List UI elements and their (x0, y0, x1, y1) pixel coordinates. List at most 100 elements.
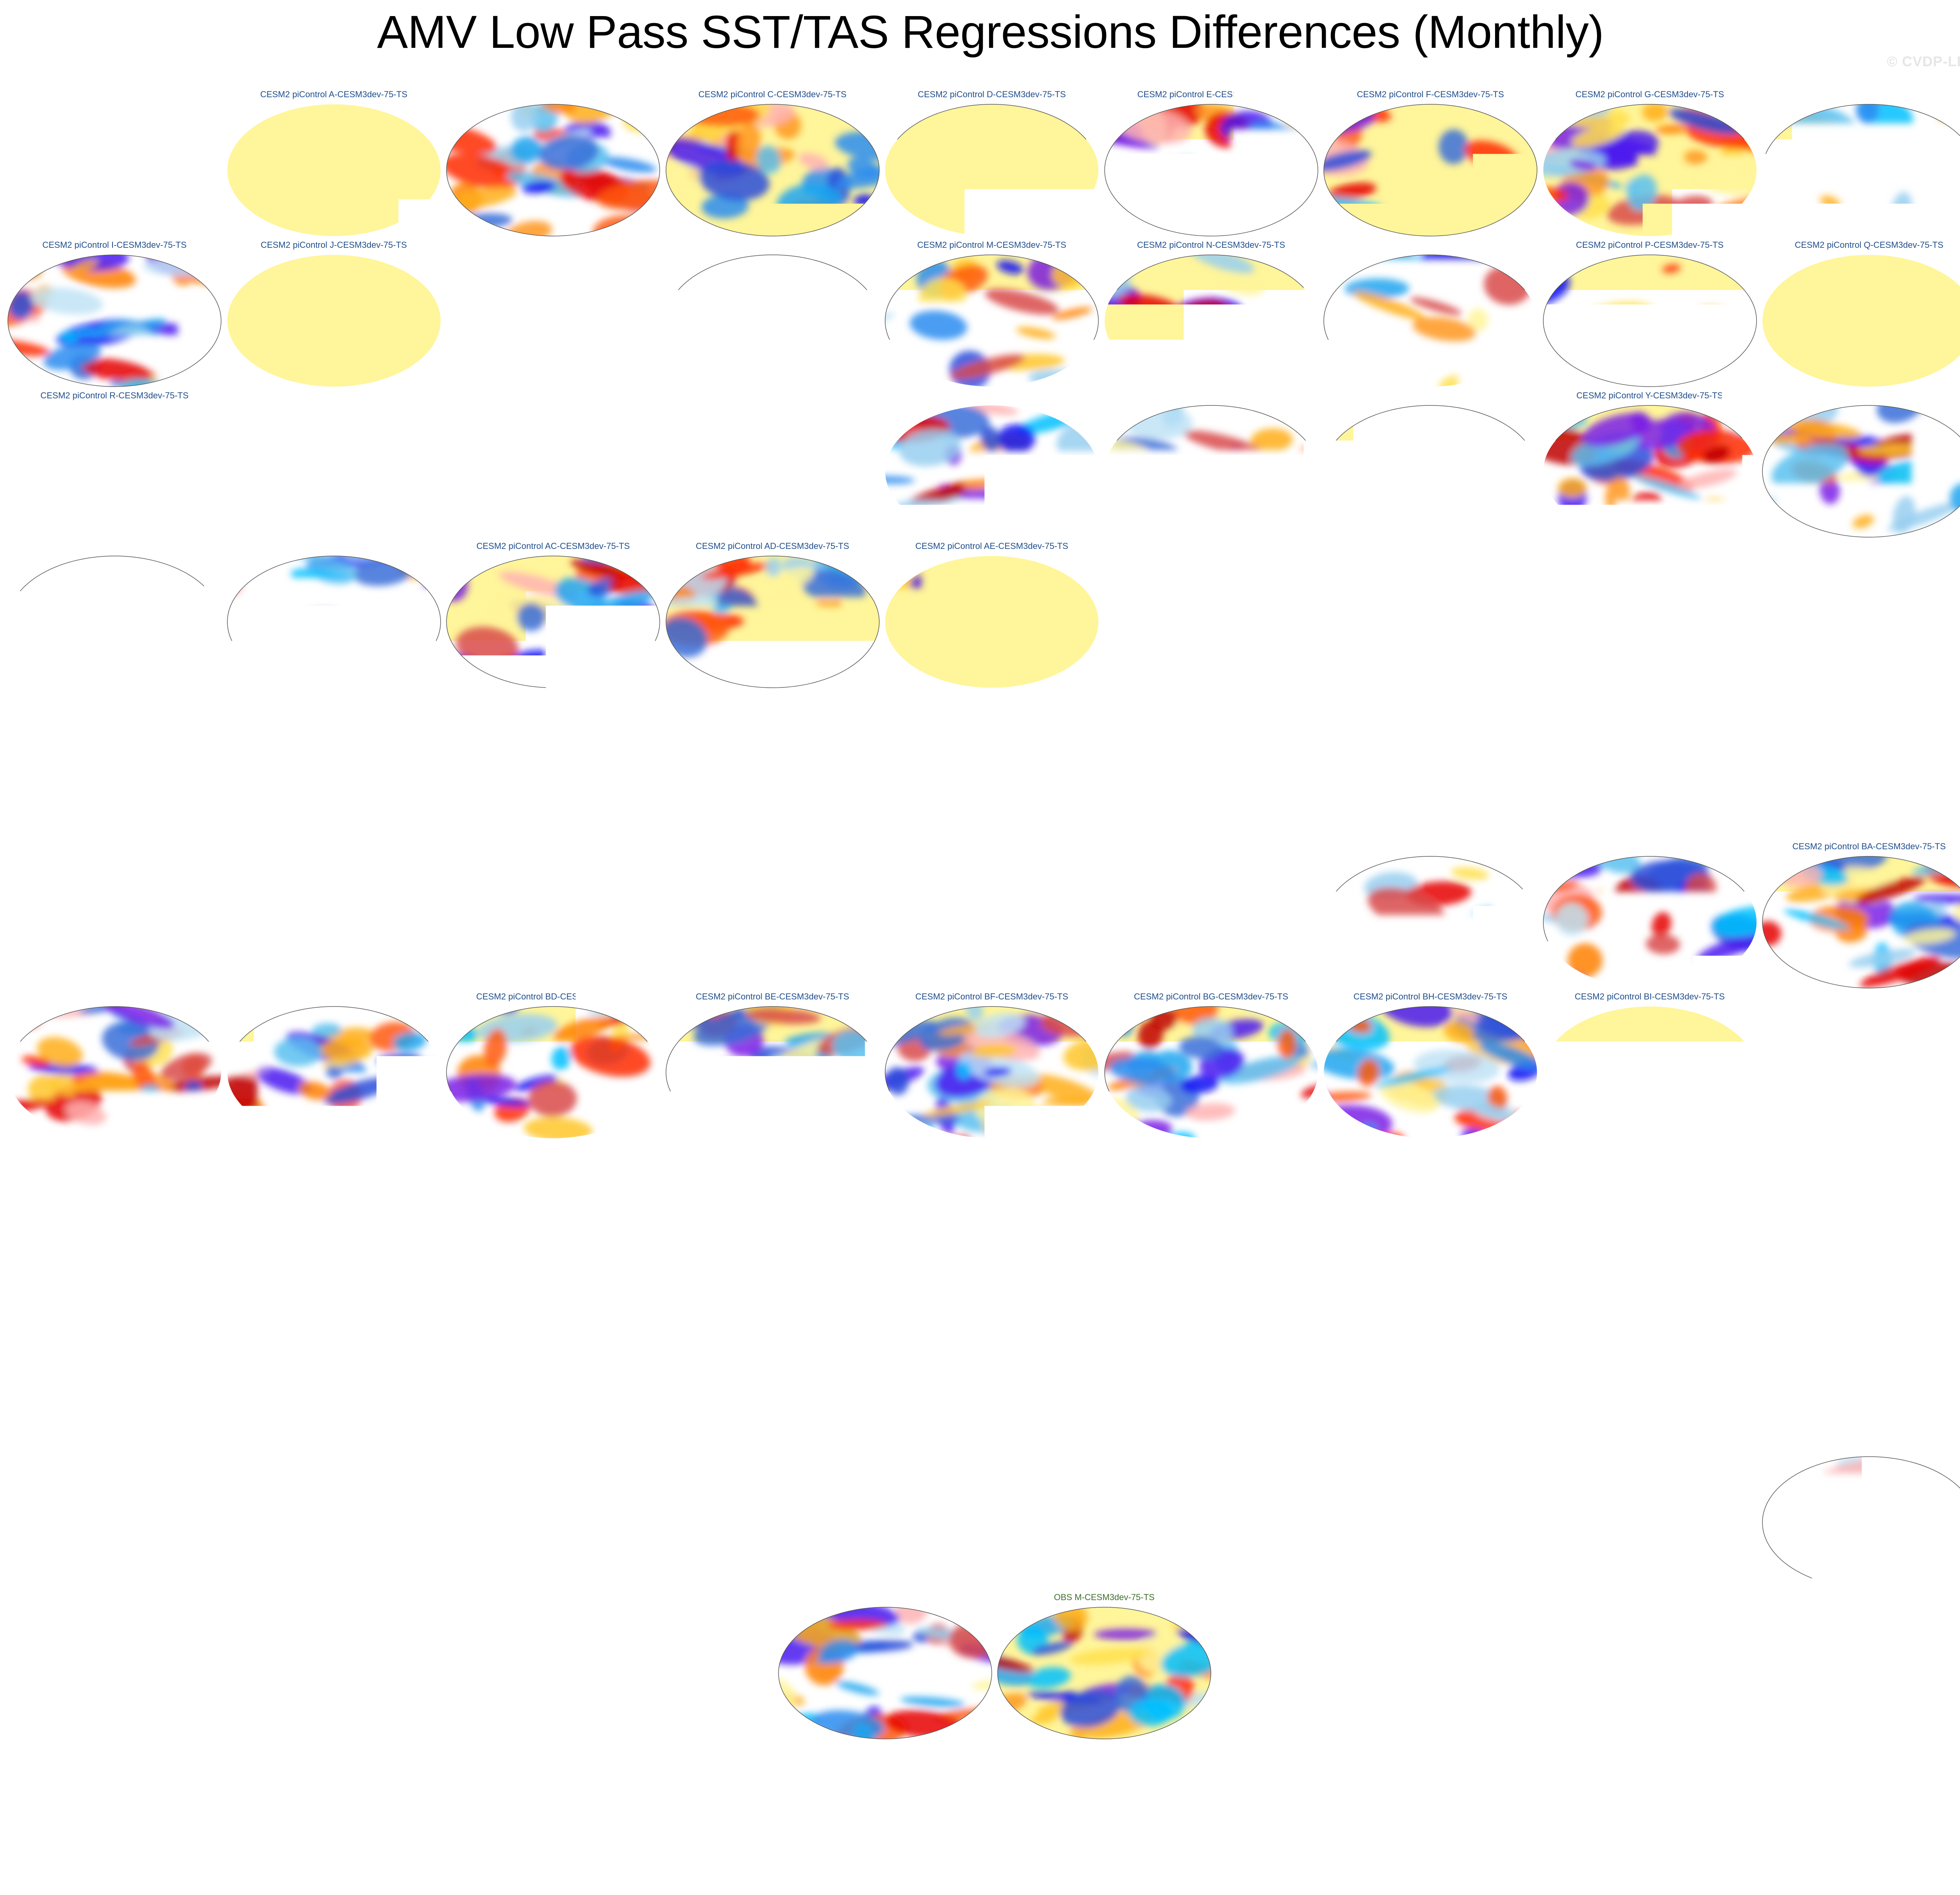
panel-title: CESM2 piControl AL-CESM3dev-75-TS (443, 691, 663, 705)
anomaly-region (1543, 650, 1556, 685)
colorbar-unit: C (978, 1839, 1002, 1877)
anomaly-region (1945, 254, 1960, 264)
anomaly-region (273, 794, 293, 806)
map-panel: CESM2 piControl AO-CESM3dev-75-TS (1102, 691, 1321, 840)
regression-map (1104, 254, 1319, 387)
map-panel: CESM2 piControl BO-CESM3dev-75-TS (882, 1142, 1102, 1291)
anomaly-region (1063, 555, 1099, 567)
anomaly-region (703, 1156, 743, 1159)
map-panel: CESM2 piControl BR-CESM3dev-75-TS (1540, 1142, 1760, 1291)
anomaly-region (593, 1006, 616, 1013)
regression-map (1323, 856, 1538, 989)
regression-map (227, 555, 441, 689)
regression-map (1762, 1456, 1960, 1589)
regression-map (446, 254, 661, 387)
panel-title: CESM2 piControl V-CESM3dev-75-TS (882, 391, 1102, 404)
regression-map (997, 1606, 1212, 1740)
regression-map (1104, 405, 1319, 538)
colorbar-swatch (1077, 1782, 1135, 1800)
map-panel: CESM2 piControl BJ-CESM3dev-75-TS (1759, 992, 1960, 1141)
regression-map (7, 1456, 222, 1589)
anomaly-region (623, 1582, 648, 1589)
anomaly-region (1129, 1699, 1172, 1726)
anomaly-region (1029, 1732, 1051, 1740)
anomaly-region (861, 955, 880, 974)
anomaly-region (1272, 254, 1318, 269)
regression-map (1543, 1006, 1757, 1139)
regression-map (1762, 1006, 1960, 1139)
map-panel: CESM2 piControl Q-CESM3dev-75-TS (1759, 240, 1960, 389)
map-panel: CESM2 piControl AV-CESM3dev-75-TS (663, 841, 882, 990)
panel-title: CESM2 piControl I-CESM3dev-75-TS (5, 240, 224, 253)
anomaly-region (1647, 763, 1733, 789)
regression-map (665, 555, 880, 689)
map-panel: CESM2 piControl BX-CESM3dev-75-TS (882, 1292, 1102, 1441)
panel-title: CESM2 piControl D-CESM3dev-75-TS (882, 89, 1102, 103)
anomaly-region (677, 254, 701, 260)
regression-map (227, 254, 441, 387)
anomaly-region (1070, 254, 1098, 269)
regression-map (665, 104, 880, 237)
colorbar-swatch (326, 1782, 384, 1800)
colorbar-tick-label: -3.2 (479, 1800, 536, 1838)
map-panel: CESM2 piControl Y-CESM3dev-75-TS (1540, 391, 1760, 540)
anomaly-region (374, 1006, 441, 1009)
anomaly-region (1499, 405, 1538, 422)
colorbar-swatch (442, 1782, 500, 1800)
anomaly-region (1948, 366, 1960, 387)
panel-title: CESM2 piControl BF-CESM3dev-75-TS (882, 992, 1102, 1005)
anomaly-region (1105, 1564, 1124, 1589)
regression-map (1762, 856, 1960, 989)
anomaly-region (1256, 1156, 1303, 1160)
anomaly-region (1762, 828, 1806, 839)
panel-title: CESM2 piControl BG-CESM3dev-75-TS (1102, 992, 1321, 1005)
anomaly-region (1023, 705, 1062, 710)
anomaly-region (240, 728, 279, 761)
panel-title: CESM2 piControl AM-CESM3dev-75-TS (663, 691, 882, 705)
regression-map (446, 405, 661, 538)
anomaly-region (1776, 980, 1823, 989)
anomaly-region (618, 1456, 661, 1471)
regression-map (446, 705, 661, 839)
anomaly-region (144, 1582, 222, 1589)
panel-title: CESM2 piControl AN-CESM3dev-75-TS (882, 691, 1102, 705)
panel-title: CESM2 piControl AY-CESM3dev-75-TS (1321, 841, 1540, 855)
anomaly-region (1559, 1435, 1600, 1439)
panel-title: CESM2 piControl AX-CESM3dev-75-TS (1102, 841, 1321, 855)
anomaly-region (1766, 1456, 1833, 1459)
panel-title: OBS C-CESM3dev-75-TS (5, 1442, 224, 1455)
panel-title: OBS K-CESM3dev-75-TS (1759, 1442, 1960, 1455)
regression-map (884, 254, 1099, 387)
anomaly-region (1323, 555, 1397, 562)
panel-title: CESM2 piControl BU-CESM3dev-75-TS (224, 1292, 444, 1305)
anomaly-region (1302, 1251, 1319, 1282)
anomaly-region (888, 358, 908, 382)
panel-title: OBS B-CESM3dev-75-TS (1759, 1292, 1960, 1305)
map-panel: CESM2 piControl AC-CESM3dev-75-TS (443, 541, 663, 690)
anomaly-region (1185, 1606, 1212, 1625)
regression-map (665, 856, 880, 989)
panel-title: CESM2 piControl B-CESM3dev-75-TS (443, 89, 663, 103)
colorbar-swatch (846, 1782, 904, 1800)
regression-map (227, 705, 441, 839)
regression-map (1323, 1456, 1538, 1589)
panel-title: CESM2 piControl BX-CESM3dev-75-TS (882, 1292, 1102, 1305)
map-panel: CESM2 piControl BU-CESM3dev-75-TS (224, 1292, 444, 1441)
anomaly-region (151, 982, 222, 989)
regression-map (446, 555, 661, 689)
panel-title: CESM2 piControl AK-CESM3dev-75-TS (224, 691, 444, 705)
map-panel: CESM2 piControl AJ-CESM3dev-75-TS (5, 691, 224, 840)
anomaly-region (1251, 1456, 1274, 1463)
panel-title: CESM2 piControl Y-CESM3dev-75-TS (1540, 391, 1760, 404)
regression-map (7, 1006, 222, 1139)
regression-map (884, 1306, 1099, 1439)
map-panel: CESM2 piControl AZ-CESM3dev-75-TS (1540, 841, 1760, 990)
regression-map (1323, 104, 1538, 237)
panel-title: OBS M-CESM3dev-75-TS (995, 1592, 1214, 1606)
panel-title: OBS F-CESM3dev-75-TS (663, 1442, 882, 1455)
anomaly-region (1957, 368, 1960, 383)
map-panel: CESM2 piControl AN-CESM3dev-75-TS (882, 691, 1102, 840)
anomaly-region (1549, 527, 1601, 538)
colorbar-swatch (615, 1782, 673, 1800)
map-panel: CESM2 piControl BN-CESM3dev-75-TS (663, 1142, 882, 1291)
